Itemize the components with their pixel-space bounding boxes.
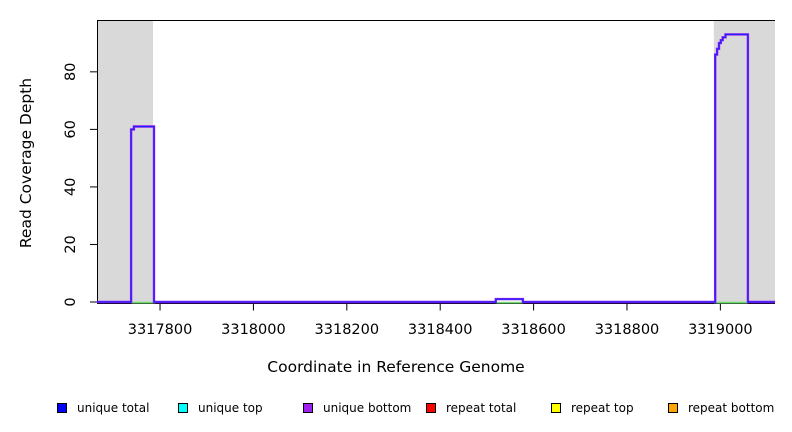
legend-label: repeat bottom	[688, 401, 775, 415]
legend-label: unique top	[198, 401, 263, 415]
legend-item-repeat-bottom: repeat bottom	[668, 399, 774, 417]
legend-label: unique bottom	[323, 401, 412, 415]
legend-swatch-repeat-top	[551, 403, 561, 413]
x-tick-label: 3317800	[128, 322, 193, 338]
x-tick-label: 3318200	[315, 322, 380, 338]
legend-swatch-repeat-total	[426, 403, 436, 413]
legend-label: repeat top	[571, 401, 634, 415]
y-tick-label: 60	[63, 120, 79, 138]
legend-swatch-unique-bottom	[303, 403, 313, 413]
x-tick-label: 3319000	[688, 322, 753, 338]
legend-label: repeat total	[446, 401, 517, 415]
y-tick-label: 40	[63, 178, 79, 196]
masked-region	[97, 21, 154, 303]
masked-region	[713, 21, 775, 303]
y-tick-label: 0	[63, 297, 79, 306]
x-tick-label: 3318600	[501, 322, 566, 338]
legend-swatch-unique-total	[57, 403, 67, 413]
legend-item-repeat-total: repeat total	[426, 399, 516, 417]
legend-item-unique-bottom: unique bottom	[303, 399, 411, 417]
legend-label: unique total	[77, 401, 150, 415]
legend-item-repeat-top: repeat top	[551, 399, 634, 417]
legend: unique total unique top unique bottom repea…	[0, 399, 792, 419]
legend-swatch-repeat-bottom	[668, 403, 678, 413]
x-tick-label: 3318000	[221, 322, 286, 338]
coverage-line-bottom-strand	[97, 33, 775, 304]
x-axis-title: Coordinate in Reference Genome	[267, 358, 525, 376]
legend-item-unique-top: unique top	[178, 399, 263, 417]
y-tick-label: 20	[63, 235, 79, 253]
y-axis-title: Read Coverage Depth	[17, 77, 35, 249]
y-tick-label: 80	[63, 63, 79, 81]
legend-item-unique-total: unique total	[57, 399, 149, 417]
x-tick-label: 3318400	[408, 322, 473, 338]
coverage-plot: 3317800 3318000 3318200 3318400 3318600 33188…	[63, 20, 775, 338]
coverage-line-total	[97, 33, 775, 303]
legend-swatch-unique-top	[178, 403, 188, 413]
x-tick-label: 3318800	[595, 322, 660, 338]
